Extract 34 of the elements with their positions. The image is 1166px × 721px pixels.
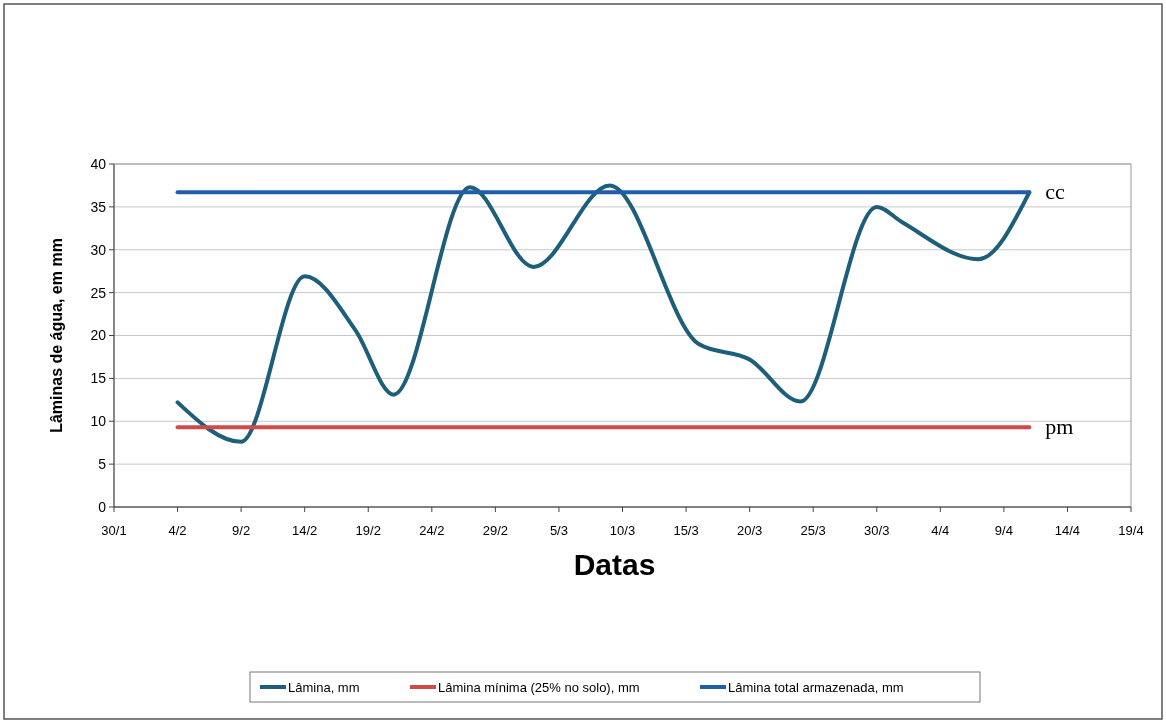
y-tick-label: 25	[90, 284, 107, 301]
annotation: cc	[1045, 178, 1066, 204]
y-tick-label: 15	[90, 370, 107, 387]
y-axis-title: Lâminas de água, em mm	[48, 238, 65, 433]
x-tick-label: 9/2	[232, 523, 251, 538]
x-tick-label: 9/4	[994, 523, 1013, 538]
x-tick-label: 4/4	[931, 523, 950, 538]
x-tick-label: 25/3	[800, 523, 826, 538]
legend-label: Lâmina total armazenada, mm	[728, 679, 904, 695]
x-tick-label: 19/4	[1118, 523, 1144, 538]
x-tick-label: 10/3	[609, 523, 636, 538]
y-tick-label: 30	[90, 241, 107, 258]
y-tick-label: 10	[90, 413, 107, 430]
y-tick-label: 0	[98, 498, 107, 515]
x-tick-label: 15/3	[673, 523, 699, 538]
x-tick-label: 4/2	[168, 523, 187, 538]
y-tick-label: 35	[90, 198, 107, 215]
x-tick-label: 29/2	[482, 523, 509, 538]
x-axis-title: Datas	[573, 548, 656, 581]
line-series	[175, 183, 1032, 444]
x-tick-label: 20/3	[736, 523, 763, 538]
x-tick-label: 30/1	[101, 523, 127, 538]
annotation: pm	[1045, 413, 1074, 439]
y-tick-label: 40	[90, 155, 107, 172]
y-tick-label: 5	[98, 456, 107, 473]
x-tick-label: 30/3	[864, 523, 890, 538]
x-tick-label: 14/2	[292, 523, 318, 538]
y-tick-label: 20	[90, 327, 107, 344]
legend-label: Lâmina mínima (25% no solo), mm	[438, 679, 640, 695]
x-tick-label: 19/2	[355, 523, 381, 538]
x-tick-label: 5/3	[549, 523, 568, 538]
x-tick-label: 14/4	[1054, 523, 1081, 538]
legend-label: Lâmina, mm	[288, 679, 360, 695]
x-tick-label: 24/2	[419, 523, 445, 538]
